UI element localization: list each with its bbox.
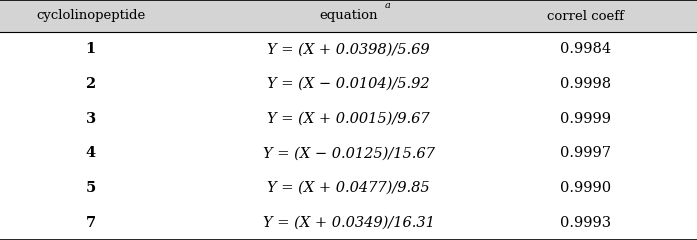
Text: 5: 5 — [86, 181, 95, 195]
Text: 7: 7 — [86, 216, 95, 230]
Text: 0.9997: 0.9997 — [560, 146, 611, 160]
Text: 4: 4 — [86, 146, 95, 160]
Text: Y = (X − 0.0125)/15.67: Y = (X − 0.0125)/15.67 — [263, 146, 434, 160]
Text: Y = (X + 0.0398)/5.69: Y = (X + 0.0398)/5.69 — [267, 42, 430, 56]
Text: 2: 2 — [86, 77, 95, 91]
Text: correl coeff: correl coeff — [547, 10, 624, 23]
Text: 0.9999: 0.9999 — [560, 112, 611, 126]
Text: Y = (X + 0.0349)/16.31: Y = (X + 0.0349)/16.31 — [263, 216, 434, 230]
Text: 0.9984: 0.9984 — [560, 42, 611, 56]
Text: 3: 3 — [86, 112, 95, 126]
Text: cyclolinopeptide: cyclolinopeptide — [36, 10, 145, 23]
Text: a: a — [385, 1, 390, 10]
Bar — [0, 0, 697, 32]
Text: Y = (X + 0.0015)/9.67: Y = (X + 0.0015)/9.67 — [267, 112, 430, 126]
Text: 0.9998: 0.9998 — [560, 77, 611, 91]
Text: 0.9993: 0.9993 — [560, 216, 611, 230]
Text: 1: 1 — [86, 42, 95, 56]
Text: Y = (X − 0.0104)/5.92: Y = (X − 0.0104)/5.92 — [267, 77, 430, 91]
Text: equation: equation — [319, 10, 378, 23]
Text: Y = (X + 0.0477)/9.85: Y = (X + 0.0477)/9.85 — [267, 181, 430, 195]
Text: 0.9990: 0.9990 — [560, 181, 611, 195]
